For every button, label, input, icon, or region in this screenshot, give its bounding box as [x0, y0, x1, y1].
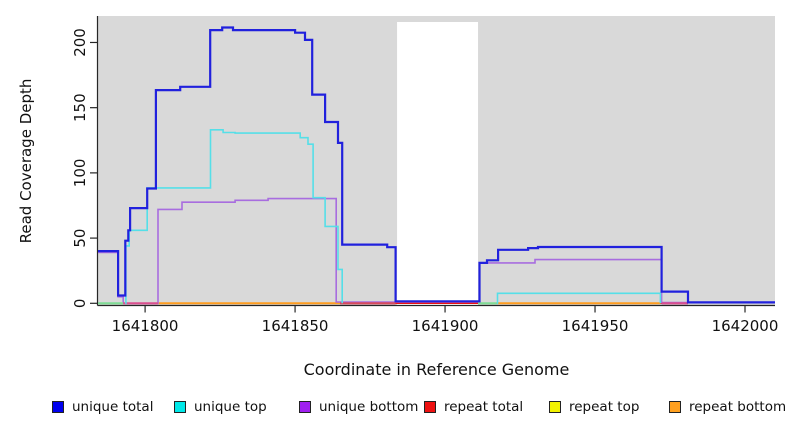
legend-swatch-icon	[52, 401, 64, 413]
legend-swatch-icon	[549, 401, 561, 413]
legend-item-repeat-top: repeat top	[549, 398, 639, 416]
x-axis-title: Coordinate in Reference Genome	[303, 360, 570, 379]
legend-label: unique total	[72, 399, 154, 415]
legend-swatch-icon	[174, 401, 186, 413]
x-tick-label: 1641800	[112, 317, 179, 335]
legend-swatch-icon	[424, 401, 436, 413]
axes	[96, 16, 775, 307]
legend-swatch-icon	[669, 401, 681, 413]
legend-item-unique-total: unique total	[52, 398, 153, 416]
y-tick-label: 100	[71, 159, 89, 188]
x-tick-label: 1642000	[712, 317, 779, 335]
series-unique-top	[496, 292, 662, 305]
series-unique-total	[98, 26, 775, 304]
y-axis-title: Read Coverage Depth	[17, 78, 35, 244]
coverage-gap-band	[397, 22, 479, 306]
legend-item-unique-top: unique top	[174, 398, 267, 416]
legend: unique total unique top unique bottom repea…	[0, 398, 792, 420]
legend-label: repeat bottom	[689, 399, 787, 415]
x-tick-label: 1641950	[562, 317, 629, 335]
legend-label: repeat total	[444, 399, 524, 415]
y-tick-label: 150	[71, 93, 89, 122]
legend-swatch-icon	[299, 401, 311, 413]
y-tick-label: 50	[71, 229, 89, 248]
legend-item-unique-bottom: unique bottom	[299, 398, 418, 416]
x-tick-label: 1641900	[412, 317, 479, 335]
legend-label: unique top	[194, 399, 267, 415]
series-unique-bottom	[98, 197, 775, 305]
legend-label: repeat top	[569, 399, 640, 415]
legend-item-repeat-bottom: repeat bottom	[669, 398, 786, 416]
y-tick-label: 200	[71, 28, 89, 57]
x-tick-label: 1641850	[262, 317, 329, 335]
y-tick-label: 0	[71, 299, 89, 309]
legend-label: unique bottom	[319, 399, 419, 415]
legend-item-repeat-total: repeat total	[424, 398, 523, 416]
